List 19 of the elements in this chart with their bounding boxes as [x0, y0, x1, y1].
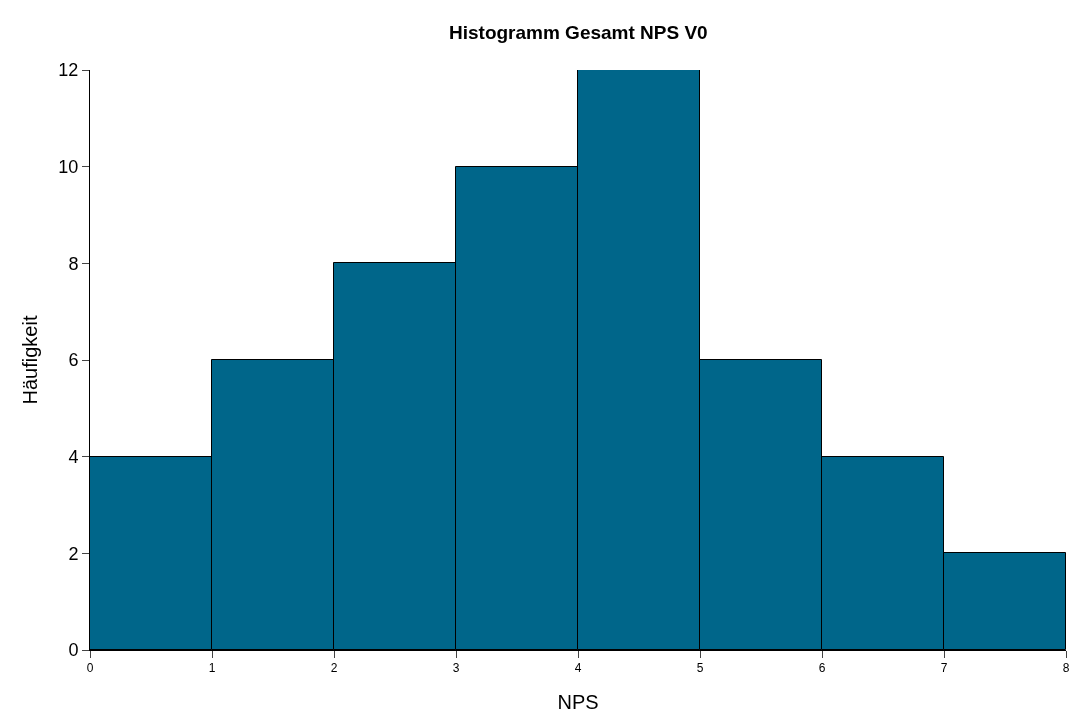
chart-title: Histogramm Gesamt NPS V0 [448, 21, 708, 43]
x-tick-label: 8 [1062, 661, 1070, 676]
x-tick-label: 0 [86, 661, 94, 676]
x-tick-label: 4 [574, 661, 582, 676]
y-tick-label: 10 [58, 156, 79, 177]
x-tick-label: 2 [330, 661, 338, 676]
y-tick-label: 12 [58, 60, 79, 81]
y-axis-title: Häufigkeit [18, 315, 41, 405]
x-tick-label: 3 [452, 661, 460, 676]
x-axis-title: NPS [557, 690, 599, 713]
y-tick-label: 2 [68, 543, 79, 564]
y-tick-label: 0 [68, 640, 79, 661]
y-tick-label: 6 [68, 350, 79, 371]
y-tick-label: 8 [68, 253, 79, 274]
x-tick-label: 5 [696, 661, 704, 676]
y-tick-label: 4 [68, 446, 79, 467]
x-tick-label: 7 [940, 661, 948, 676]
x-tick-label: 6 [818, 661, 826, 676]
x-tick-label: 1 [208, 661, 216, 676]
